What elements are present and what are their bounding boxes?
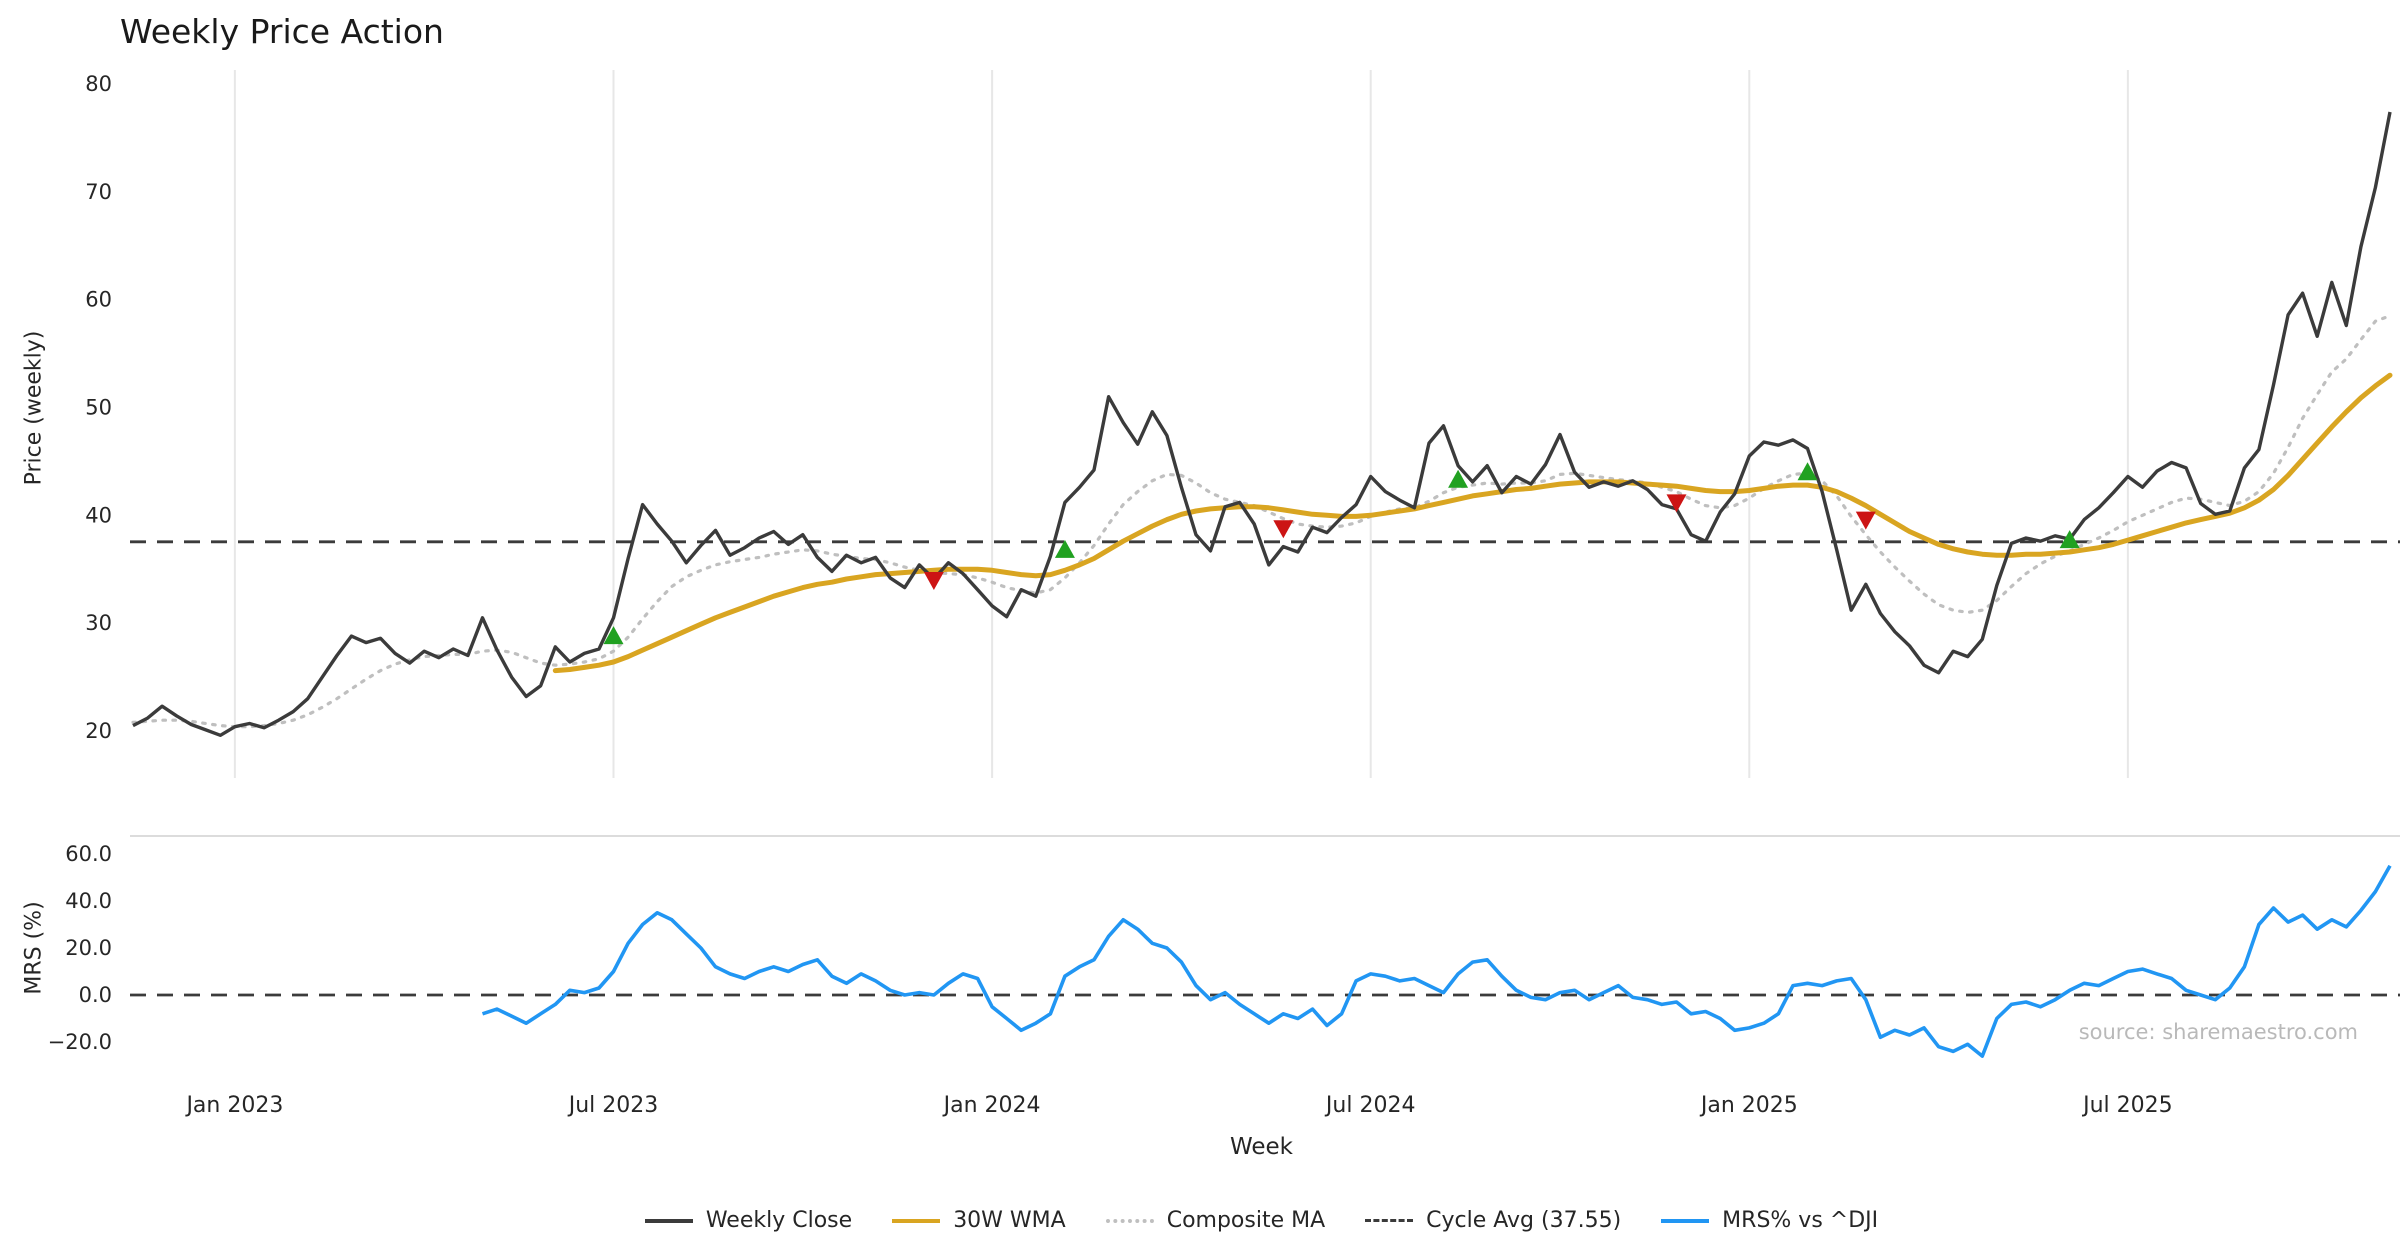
legend-label-composite-ma: Composite MA	[1166, 1208, 1326, 1233]
price-axis-label: Price (weekly)	[21, 330, 47, 486]
x-tick-label: Jan 2025	[1699, 1093, 1798, 1118]
sell-signal-marker	[1273, 520, 1294, 539]
legend-sample-cycle-avg-37-55	[1365, 1219, 1414, 1222]
mrs-axis-label: MRS (%)	[21, 901, 47, 995]
buy-signal-marker	[1797, 462, 1818, 481]
mrs-line	[481, 864, 2392, 1058]
mrs-tick-label: 20.0	[65, 936, 112, 960]
legend-item-mrs-vs-dji: MRS% vs ^DJI	[1661, 1208, 1878, 1233]
price-tick-label: 60	[85, 288, 112, 312]
legend-item-weekly-close: Weekly Close	[644, 1208, 853, 1233]
buy-signal-marker	[1448, 469, 1469, 488]
price-tick-label: 30	[85, 611, 112, 635]
legend-item-cycle-avg-37-55: Cycle Avg (37.55)	[1365, 1208, 1621, 1233]
price-tick-label: 40	[85, 503, 112, 527]
legend-sample-mrs-vs-dji	[1661, 1218, 1710, 1223]
x-tick-label: Jul 2024	[1324, 1093, 1416, 1118]
price-tick-label: 70	[85, 180, 112, 204]
legend-sample-30w-wma	[892, 1218, 941, 1223]
mrs-tick-label: 60.0	[65, 842, 112, 866]
chart-title: Weekly Price Action	[120, 12, 444, 51]
price-tick-label: 20	[85, 719, 112, 743]
legend-item-composite-ma: Composite MA	[1105, 1208, 1326, 1233]
legend-label-cycle-avg-37-55: Cycle Avg (37.55)	[1426, 1208, 1622, 1233]
watermark: source: sharemaestro.com	[2078, 1020, 2358, 1044]
sell-signal-marker	[923, 572, 944, 591]
legend-sample-composite-ma	[1105, 1218, 1154, 1223]
price-tick-label: 80	[85, 72, 112, 96]
buy-signal-marker	[603, 626, 624, 645]
legend-item-30w-wma: 30W WMA	[892, 1208, 1066, 1233]
mrs-tick-label: 0.0	[79, 983, 112, 1007]
weekly-close-line	[132, 111, 2392, 737]
legend-sample-weekly-close	[644, 1218, 693, 1223]
legend-label-30w-wma: 30W WMA	[953, 1208, 1066, 1233]
composite-ma-line	[131, 314, 2392, 729]
legend: Weekly Close 30W WMA Composite MA Cycle Avg…	[133, 1208, 2390, 1233]
x-tick-label: Jul 2023	[567, 1093, 659, 1118]
x-axis-label: Week	[1229, 1134, 1293, 1160]
sell-signal-marker	[1855, 511, 1876, 530]
mrs-tick-label: −20.0	[48, 1030, 112, 1054]
legend-label-weekly-close: Weekly Close	[705, 1208, 853, 1233]
buy-signal-marker	[1054, 539, 1075, 558]
sell-signal-marker	[1666, 494, 1687, 513]
x-tick-label: Jul 2025	[2081, 1093, 2173, 1118]
x-tick-label: Jan 2024	[942, 1093, 1041, 1118]
legend-label-mrs-vs-dji: MRS% vs ^DJI	[1722, 1208, 1879, 1233]
mrs-tick-label: 40.0	[65, 889, 112, 913]
wma-line	[552, 372, 2393, 674]
x-tick-label: Jan 2023	[184, 1093, 283, 1118]
buy-signal-marker	[2059, 530, 2080, 549]
price-tick-label: 50	[85, 396, 112, 420]
